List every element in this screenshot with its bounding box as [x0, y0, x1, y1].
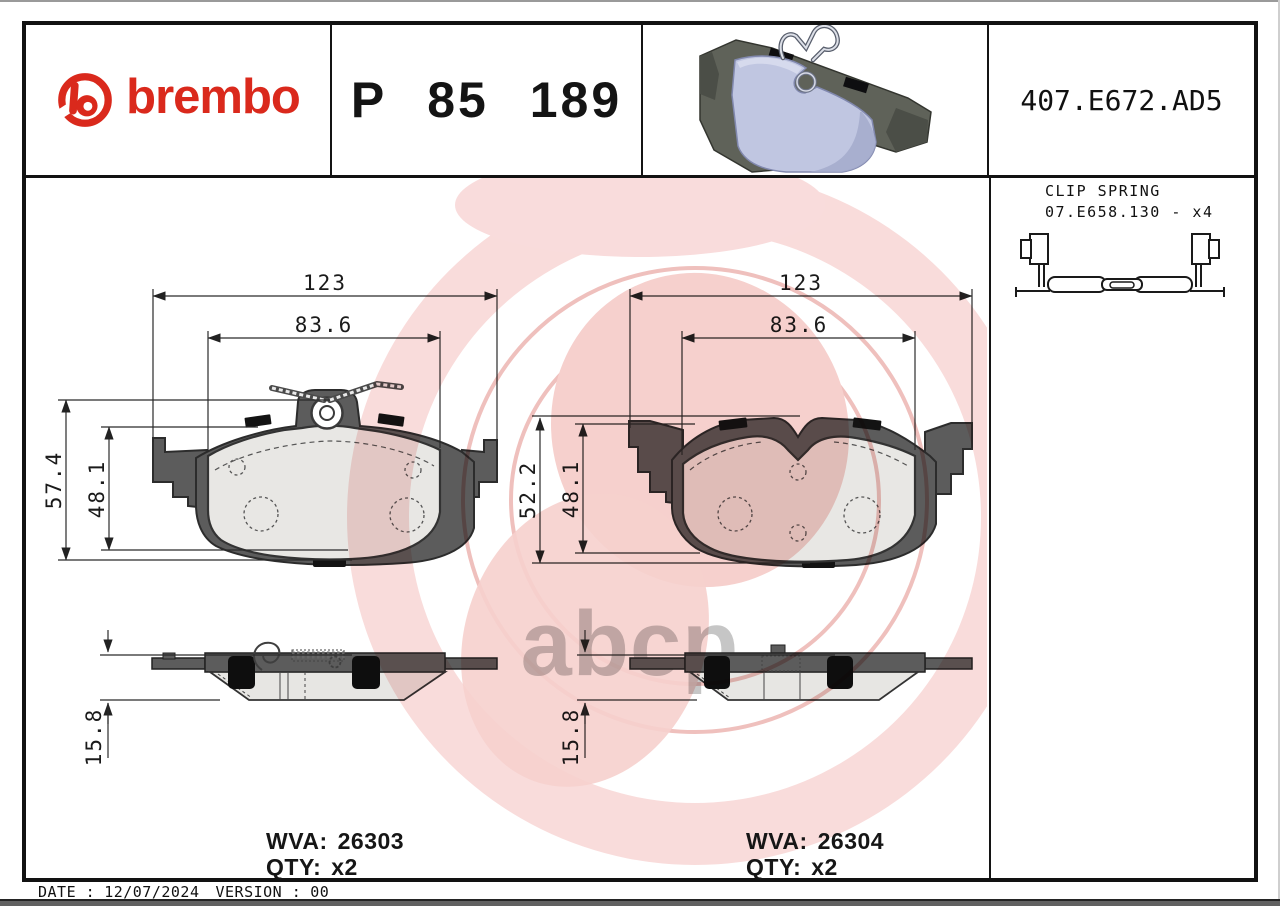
reference-code: 407.E672.AD5 — [1020, 83, 1223, 117]
qty-line: QTY: x2 — [746, 854, 884, 880]
dim-right-total-width: 123 — [779, 271, 823, 295]
wva-block-left: WVA: 26303 QTY: x2 — [266, 828, 404, 880]
header-divider-1 — [330, 25, 332, 175]
part-number: P 85 189 — [350, 72, 623, 128]
dim-right-thickness: 15.8 — [559, 708, 583, 767]
clip-spring-shape — [1015, 233, 1225, 297]
footer-date-line: DATE : 12/07/2024 VERSION : 00 — [38, 883, 329, 901]
date-label: DATE : — [38, 883, 96, 901]
pad-3d-image — [699, 25, 932, 173]
pad-front-view-right — [628, 416, 973, 568]
screen-edge-bottom-line — [0, 899, 1280, 901]
wva-line: WVA: 26304 — [746, 828, 884, 854]
clip-spring-title: CLIP SPRING — [1045, 182, 1161, 200]
screen-edge-right — [1278, 0, 1280, 906]
dim-left-pad-width: 83.6 — [295, 313, 354, 337]
wva-value: 26304 — [817, 828, 885, 854]
header-divider-3 — [987, 25, 989, 175]
dim-right-pad-width: 83.6 — [770, 313, 829, 337]
date-value: 12/07/2024 — [104, 883, 200, 901]
qty-value: x2 — [811, 854, 838, 880]
technical-drawing: 123 83.6 57.4 48.1 123 83.6 52.2 48.1 15… — [42, 271, 973, 767]
wva-block-right: WVA: 26304 QTY: x2 — [746, 828, 884, 880]
qty-line: QTY: x2 — [266, 854, 404, 880]
sheet-border — [22, 21, 1258, 882]
clip-spring-panel: CLIP SPRING 07.E658.130 - x4 — [1045, 181, 1214, 223]
title-block — [26, 25, 1254, 178]
wva-value: 26303 — [337, 828, 405, 854]
dim-right-total-height: 52.2 — [516, 461, 540, 520]
dim-left-thickness: 15.8 — [82, 708, 106, 767]
panel-divider — [989, 178, 991, 878]
screen-edge-top — [0, 0, 1280, 2]
pad-side-view-right — [629, 644, 973, 701]
qty-value: x2 — [331, 854, 358, 880]
pad-3d-clip-spring — [778, 25, 840, 93]
brembo-logo: brembo — [26, 25, 330, 175]
dim-left-total-width: 123 — [303, 271, 347, 295]
dim-right-pad-height: 48.1 — [559, 460, 583, 519]
pad-3d-friction — [731, 55, 877, 173]
clip-spring-code: 07.E658.130 - x4 — [1045, 203, 1214, 221]
dim-left-pad-height: 48.1 — [85, 460, 109, 519]
version-label: VERSION : — [215, 883, 302, 901]
qty-label: QTY: — [266, 854, 322, 880]
header-divider-2 — [641, 25, 643, 175]
wva-line: WVA: 26303 — [266, 828, 404, 854]
screen-edge-bottom-bar — [0, 901, 1280, 906]
brembo-roundel-icon — [56, 73, 112, 127]
pad-side-view-left — [151, 641, 498, 701]
wva-label: WVA: — [266, 828, 328, 854]
dimension-thickness-left — [100, 630, 352, 758]
brand-wordmark: brembo — [126, 69, 301, 124]
pad-front-view-left — [152, 380, 498, 567]
wva-label: WVA: — [746, 828, 808, 854]
version-value: 00 — [310, 883, 330, 901]
clip-spring-drawing — [1015, 233, 1225, 297]
dim-left-total-height: 57.4 — [42, 451, 66, 510]
qty-label: QTY: — [746, 854, 802, 880]
